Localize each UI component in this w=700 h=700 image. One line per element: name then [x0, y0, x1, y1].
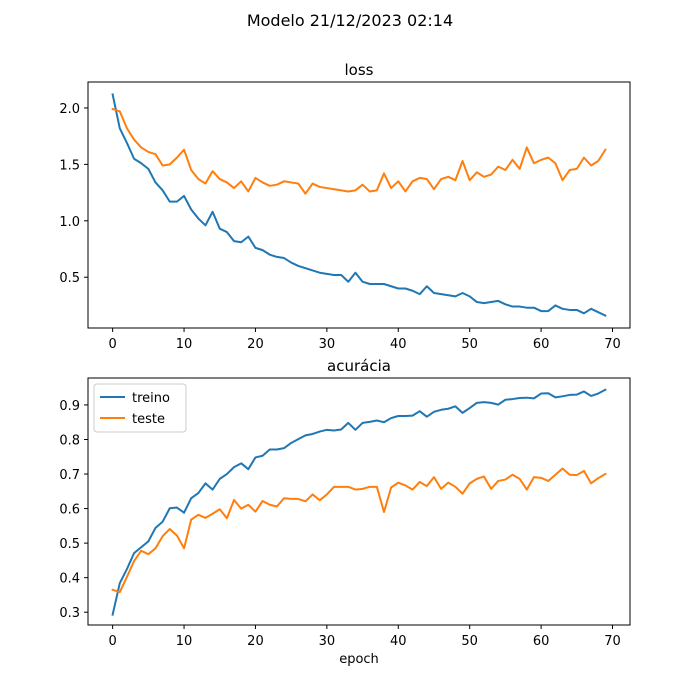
accuracy-series-line-blue [111, 388, 607, 616]
x-tick-label: 70 [604, 634, 621, 649]
loss-axes-frame [87, 81, 631, 329]
y-tick-label: 0.3 [59, 606, 80, 621]
legend-label: teste [132, 412, 165, 427]
loss-title: loss [345, 61, 374, 79]
figure-suptitle: Modelo 21/12/2023 02:14 [247, 11, 453, 30]
x-tick-label: 60 [533, 634, 550, 649]
x-tick-label: 60 [533, 337, 550, 352]
x-axis-label: epoch [339, 652, 379, 667]
y-tick-label: 0.9 [59, 399, 80, 414]
x-tick-label: 30 [319, 337, 336, 352]
legend: treino teste [93, 383, 187, 433]
y-tick-label: 0.5 [59, 537, 80, 552]
y-tick-label: 2.0 [59, 102, 80, 117]
x-tick-label: 40 [390, 634, 407, 649]
x-tick-label: 40 [390, 337, 407, 352]
loss-plot: loss 0 10 20 30 40 50 60 70 0.5 1.0 1.5 2.0 [59, 61, 631, 352]
x-tick-label: 20 [247, 337, 264, 352]
x-tick-label: 70 [604, 337, 621, 352]
x-tick-label: 50 [461, 634, 478, 649]
accuracy-plot: acurácia 0 10 20 30 40 50 60 70 0.3 0.4 0.5 0.6 0.7 0.… [59, 357, 631, 667]
y-tick-label: 0.6 [59, 503, 80, 518]
x-tick-label: 0 [108, 337, 116, 352]
y-tick-label: 0.8 [59, 433, 80, 448]
legend-label: treino [132, 391, 170, 406]
x-tick-label: 20 [247, 634, 264, 649]
accuracy-axes-frame [87, 377, 631, 626]
x-tick-label: 0 [108, 634, 116, 649]
accuracy-series-line-orange [111, 467, 607, 594]
x-tick-label: 30 [319, 634, 336, 649]
loss-series-line-orange [111, 107, 607, 195]
y-tick-label: 1.5 [59, 158, 80, 173]
y-tick-label: 0.7 [59, 468, 80, 483]
x-tick-label: 10 [176, 634, 193, 649]
loss-series-line-blue [111, 93, 607, 317]
x-tick-label: 10 [176, 337, 193, 352]
y-tick-label: 1.0 [59, 215, 80, 230]
accuracy-title: acurácia [327, 357, 391, 375]
y-tick-label: 0.5 [59, 271, 80, 286]
y-tick-label: 0.4 [59, 572, 80, 587]
x-tick-label: 50 [461, 337, 478, 352]
